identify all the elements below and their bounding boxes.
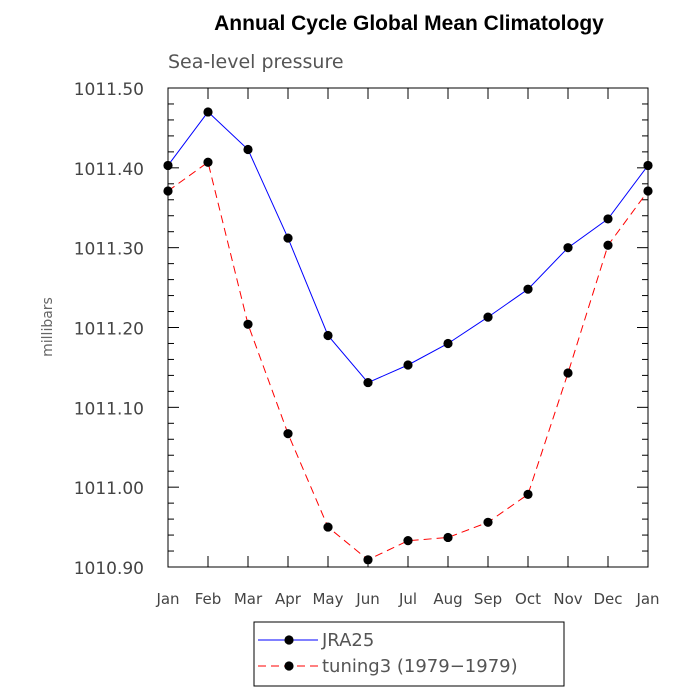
data-point — [483, 312, 493, 322]
data-point — [523, 489, 533, 499]
data-point — [403, 536, 413, 546]
y-axis-label: millibars — [40, 297, 56, 357]
data-point — [443, 532, 453, 543]
y-tick-labels: 1010.90 1011.00 1011.10 1011.20 1011.30 1011.… — [74, 80, 144, 579]
data-point — [523, 284, 533, 294]
data-point — [283, 429, 293, 439]
x-tick-label: Jul — [398, 590, 417, 608]
data-point — [363, 555, 373, 565]
x-tick-label: Feb — [195, 590, 222, 608]
legend-label-tuning3: tuning3 (1979−1979) — [322, 656, 518, 677]
data-point — [643, 186, 653, 196]
x-tick-label: May — [312, 590, 343, 608]
x-tick-label: Sep — [474, 590, 502, 608]
series-line — [167, 111, 649, 384]
data-point — [563, 243, 573, 253]
y-tick-label: 1011.30 — [74, 240, 144, 260]
data-point — [163, 186, 173, 196]
axis-ticks — [167, 87, 649, 568]
legend-marker-tuning3 — [284, 661, 294, 671]
chart-subtitle: Sea-level pressure — [168, 51, 344, 73]
y-tick-label: 1011.40 — [74, 160, 144, 180]
series-layer — [163, 107, 653, 565]
x-tick-label: Mar — [234, 590, 263, 608]
legend-frame — [253, 621, 565, 687]
x-tick-label: Nov — [553, 590, 582, 608]
y-tick-label: 1011.50 — [74, 80, 144, 100]
x-tick-label: Jan — [155, 590, 179, 608]
data-point — [483, 517, 493, 527]
legend-label-jra25: JRA25 — [321, 630, 374, 651]
data-point — [443, 338, 453, 349]
x-tick-label: Oct — [515, 590, 541, 608]
data-point — [323, 330, 333, 341]
data-point — [563, 368, 573, 378]
y-tick-label: 1011.20 — [74, 320, 144, 340]
data-point — [603, 214, 613, 224]
data-point — [403, 360, 413, 370]
x-tick-label: Apr — [275, 590, 302, 608]
data-point — [163, 160, 173, 171]
data-point — [203, 107, 213, 117]
y-tick-label: 1011.10 — [74, 399, 144, 419]
legend: JRA25 tuning3 (1979−1979) — [253, 621, 565, 687]
y-tick-label: 1010.90 — [74, 559, 144, 579]
data-point — [243, 319, 253, 329]
chart-title: Annual Cycle Global Mean Climatology — [214, 12, 604, 35]
data-point — [363, 377, 373, 388]
x-tick-label: Jan — [635, 590, 659, 608]
x-tick-label: Dec — [593, 590, 622, 608]
x-tick-label: Aug — [433, 590, 462, 608]
data-point — [323, 522, 333, 532]
data-point — [603, 240, 613, 250]
x-tick-labels: Jan Feb Mar Apr May Jun Jul Aug Sep Oct Nov Dec Jan — [155, 590, 659, 608]
y-tick-label: 1011.00 — [74, 479, 144, 499]
data-point — [643, 160, 653, 171]
legend-marker-jra25 — [284, 635, 294, 645]
x-tick-label: Jun — [355, 590, 379, 608]
data-point — [203, 157, 213, 167]
plot-frame — [167, 87, 649, 568]
data-point — [283, 233, 293, 243]
data-point — [243, 144, 253, 155]
